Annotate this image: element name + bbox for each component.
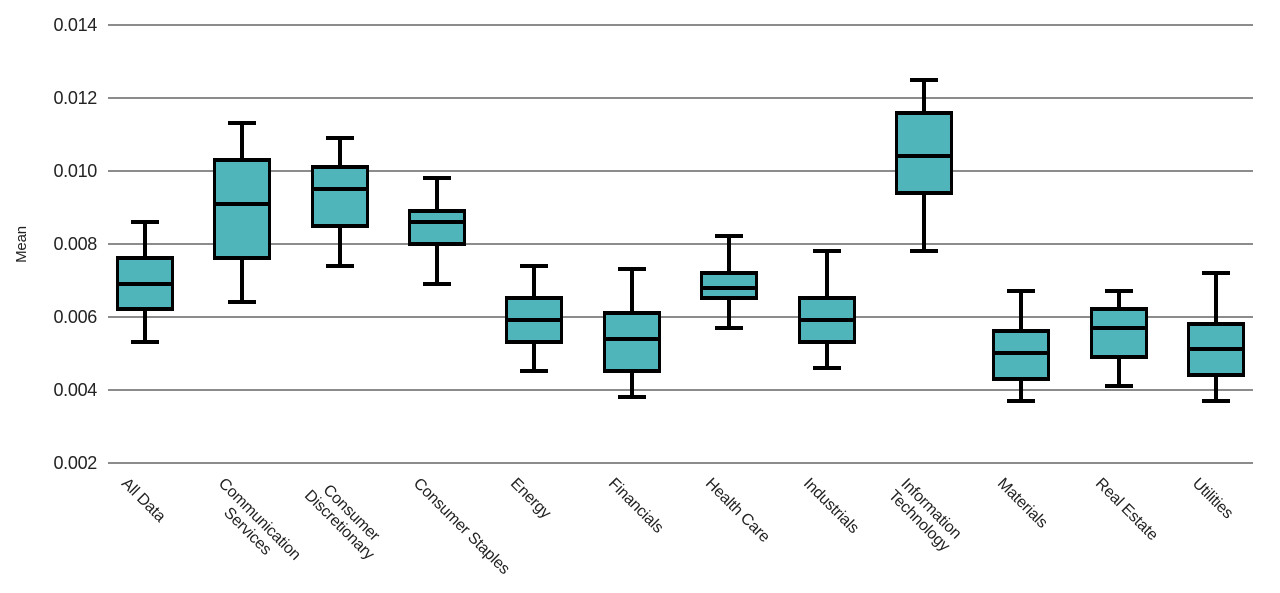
whisker-cap-bottom bbox=[228, 300, 257, 305]
median-line bbox=[602, 336, 661, 341]
iqr-box bbox=[408, 208, 467, 246]
x-category-label-line: Utilities bbox=[1188, 475, 1237, 523]
gridline-0.006 bbox=[108, 315, 1253, 318]
median-line bbox=[894, 154, 953, 159]
x-category-label-line: Consumer Staples bbox=[410, 475, 513, 578]
whisker-cap-top bbox=[909, 77, 938, 82]
iqr-box bbox=[213, 157, 272, 261]
x-category-label-line: Financials bbox=[604, 475, 667, 537]
gridline-0.002 bbox=[108, 461, 1253, 464]
whisker-cap-bottom bbox=[325, 263, 354, 268]
whisker-cap-top bbox=[131, 219, 159, 224]
x-category-label: Consumer Staples bbox=[410, 475, 513, 578]
median-line bbox=[116, 281, 174, 286]
gridline-0.008 bbox=[108, 242, 1253, 245]
whisker-cap-bottom bbox=[1007, 398, 1036, 403]
whisker-cap-top bbox=[325, 136, 354, 141]
median-line bbox=[1089, 325, 1148, 330]
x-category-label-line: Real Estate bbox=[1091, 475, 1161, 544]
whisker-cap-top bbox=[1104, 289, 1133, 294]
whisker-cap-bottom bbox=[617, 394, 646, 399]
x-category-label: Information Technology bbox=[885, 475, 965, 554]
median-line bbox=[505, 318, 564, 323]
whisker-cap-bottom bbox=[423, 281, 452, 286]
iqr-box bbox=[602, 311, 661, 374]
median-line bbox=[408, 219, 467, 224]
whisker-cap-top bbox=[715, 234, 744, 239]
x-category-label-line: Energy bbox=[507, 475, 555, 523]
gridline-0.012 bbox=[108, 96, 1253, 99]
whisker-cap-bottom bbox=[909, 249, 938, 254]
x-category-label: Industrials bbox=[800, 475, 862, 537]
iqr-box bbox=[894, 110, 953, 195]
whisker-cap-top bbox=[423, 176, 452, 181]
x-category-label: Health Care bbox=[702, 475, 773, 546]
x-category-label: Materials bbox=[994, 475, 1051, 532]
x-category-label: Communication Services bbox=[203, 475, 304, 576]
whisker-cap-top bbox=[520, 263, 549, 268]
gridline-0.004 bbox=[108, 388, 1253, 391]
x-category-label: All Data bbox=[118, 475, 169, 526]
y-tick-label: 0.010 bbox=[53, 160, 97, 181]
median-line bbox=[797, 318, 856, 323]
whisker-cap-bottom bbox=[1104, 383, 1133, 388]
whisker-cap-top bbox=[1007, 289, 1036, 294]
whisker-cap-top bbox=[228, 121, 257, 126]
x-category-label: Real Estate bbox=[1092, 475, 1161, 544]
whisker-cap-bottom bbox=[131, 340, 159, 345]
y-tick-label: 0.014 bbox=[53, 15, 97, 35]
x-category-label-line: Materials bbox=[994, 475, 1051, 532]
y-tick-label: 0.006 bbox=[53, 306, 97, 327]
y-tick-label: 0.012 bbox=[53, 87, 97, 108]
y-tick-label: 0.004 bbox=[53, 379, 97, 400]
x-category-label-line: Industrials bbox=[799, 475, 862, 538]
whisker-cap-bottom bbox=[812, 365, 841, 370]
whisker-cap-bottom bbox=[520, 369, 549, 374]
y-tick-label: 0.002 bbox=[53, 452, 97, 473]
median-line bbox=[992, 351, 1051, 356]
whisker-cap-bottom bbox=[715, 325, 744, 330]
iqr-box bbox=[310, 165, 369, 228]
whisker-cap-top bbox=[1202, 270, 1230, 275]
median-line bbox=[310, 187, 369, 192]
x-category-label-line: Health Care bbox=[702, 475, 773, 546]
median-line bbox=[1187, 347, 1245, 352]
median-line bbox=[213, 201, 272, 206]
gridline-0.014 bbox=[108, 24, 1253, 26]
x-category-label: Financials bbox=[605, 475, 667, 537]
y-tick-label: 0.008 bbox=[53, 233, 97, 254]
whisker-cap-bottom bbox=[1202, 398, 1230, 403]
x-category-label: Consumer Discretionary bbox=[301, 475, 389, 564]
gridline-0.010 bbox=[108, 169, 1253, 172]
x-category-label-line: All Data bbox=[117, 475, 169, 526]
x-category-label: Utilities bbox=[1189, 475, 1236, 522]
iqr-box bbox=[1089, 307, 1148, 359]
x-category-label: Energy bbox=[507, 475, 554, 522]
whisker-cap-top bbox=[617, 267, 646, 272]
median-line bbox=[700, 285, 759, 290]
whisker-cap-top bbox=[812, 249, 841, 254]
